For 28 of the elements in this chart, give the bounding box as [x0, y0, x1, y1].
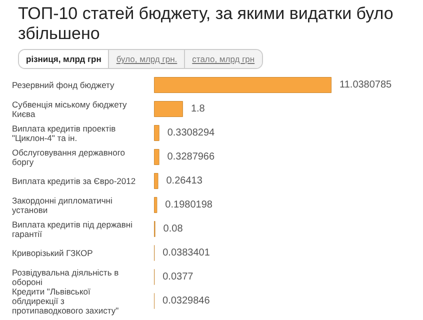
y-tick-label: Обслуговування державного боргу	[12, 147, 128, 167]
y-tick-label: Виплата кредитів під державні гарантії	[12, 219, 135, 239]
y-tick-label: Субвенція міському бюджету Києва	[12, 99, 130, 119]
y-tick-label: Криворізький ГЗКОР	[12, 248, 94, 258]
y-tick-label: Закордонні дипломатичні установи	[12, 195, 115, 215]
data-label: 0.3308294	[167, 128, 216, 138]
y-tick-label: Резервний фонд бюджету	[12, 80, 116, 90]
y-tick-label: Виплата кредитів за Євро-2012	[12, 176, 136, 186]
data-label: 0.3287966	[167, 152, 215, 162]
y-tick-label: Розвідувальна діяльність в обороні	[12, 267, 121, 287]
data-label: 0.26413	[166, 176, 203, 186]
y-tick-label: Кредити "Львівської облдирекції з протипаводкового захисту"	[12, 286, 119, 316]
data-label: 0.0377	[162, 272, 194, 282]
bar	[154, 125, 160, 141]
data-label: 11.0380785	[340, 80, 392, 90]
bar	[154, 197, 158, 213]
data-label: 0.08	[163, 224, 184, 234]
bar	[154, 173, 158, 189]
bar	[154, 149, 160, 165]
data-label: 0.0329846	[162, 296, 210, 306]
data-label: 1.8	[190, 104, 206, 114]
bar	[154, 101, 183, 117]
data-label: 0.0383401	[162, 248, 210, 258]
chart-title: ТОП-10 статей бюджету, за якими видатки було збільшено	[17, 4, 394, 44]
data-label: 0.1980198	[165, 200, 213, 210]
bar	[154, 77, 332, 93]
tab-bar: різниця, млрд грн було, млрд грн. стало, млрд грн	[18, 49, 263, 69]
y-tick-label: Виплата кредитів проектів "Циклон-4" та ін.	[12, 123, 118, 143]
